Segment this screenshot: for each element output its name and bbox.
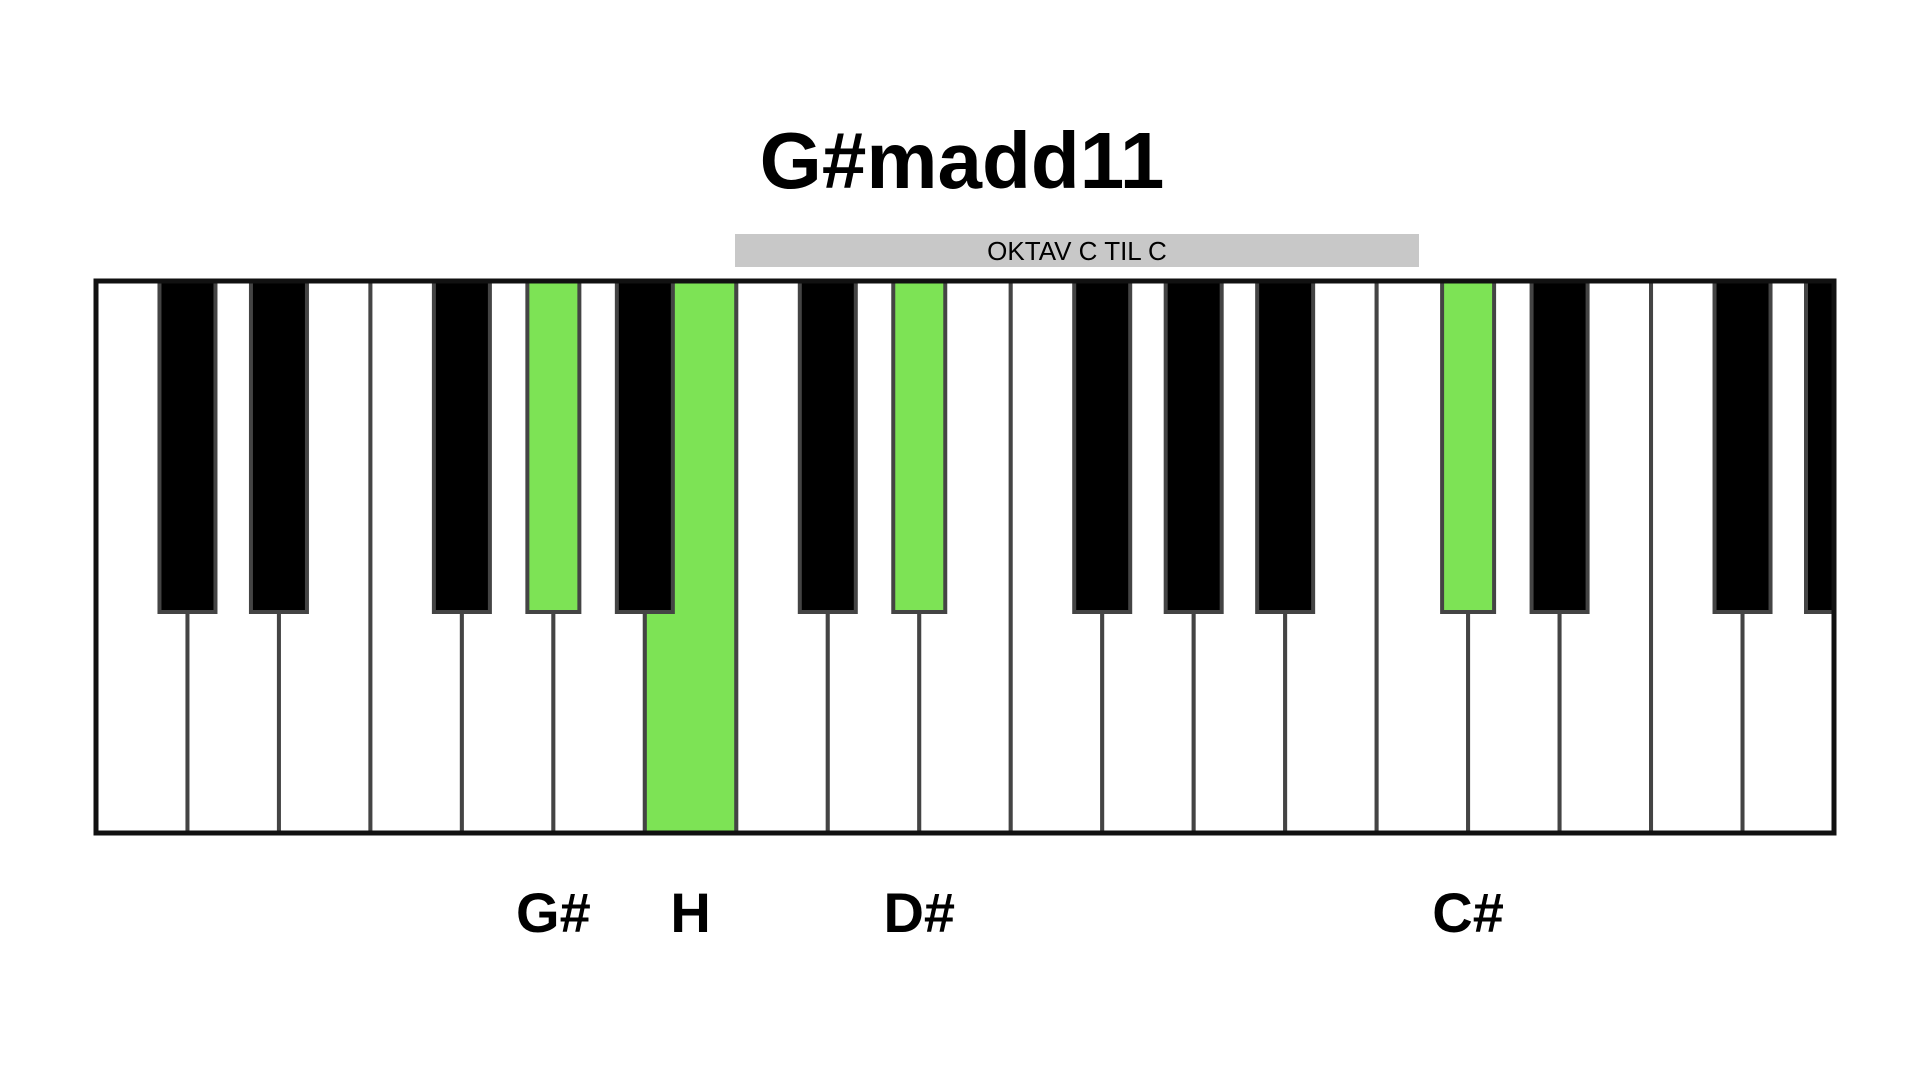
black-key [1255, 281, 1316, 614]
black-key [891, 281, 948, 614]
black-key [248, 281, 309, 614]
black-key [525, 281, 582, 614]
black-key [1163, 281, 1224, 614]
black-key [797, 281, 858, 614]
black-key [157, 281, 218, 614]
black-key [1529, 281, 1590, 614]
note-label: D# [883, 881, 955, 944]
keyboard [96, 281, 1834, 833]
black-key [1712, 281, 1773, 614]
note-labels: G# H D# C# [516, 881, 1504, 944]
note-label: G# [516, 881, 591, 944]
octave-label: OKTAV C TIL C [987, 236, 1167, 266]
chord-title: G#madd11 [760, 116, 1165, 205]
black-key [1804, 281, 1834, 614]
note-label: H [670, 881, 710, 944]
octave-bar [735, 234, 1419, 267]
black-key [614, 281, 675, 614]
black-key [1072, 281, 1133, 614]
black-key [1440, 281, 1497, 614]
keyboard-frame [93, 278, 1837, 836]
note-label: C# [1432, 881, 1504, 944]
black-key [431, 281, 492, 614]
